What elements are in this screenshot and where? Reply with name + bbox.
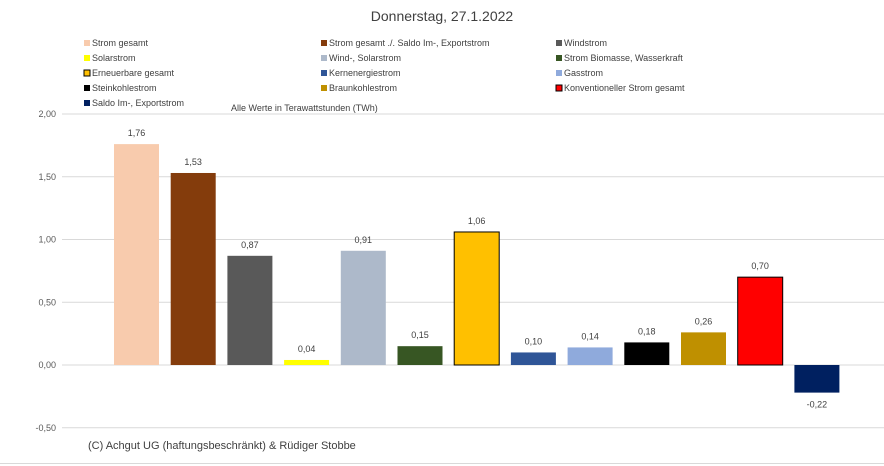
- data-label: 0,14: [581, 331, 599, 341]
- legend-label: Braunkohlestrom: [329, 83, 397, 93]
- data-label: 0,10: [525, 336, 543, 346]
- bar: [284, 359, 330, 365]
- legend-swatch: [556, 70, 562, 76]
- legend-swatch: [556, 55, 562, 61]
- legend-swatch: [321, 85, 327, 91]
- legend-label: Konventioneller Strom gesamt: [564, 83, 685, 93]
- data-label: 1,53: [184, 157, 202, 167]
- legend-label: Strom Biomasse, Wasserkraft: [564, 53, 683, 63]
- legend-label: Windstrom: [564, 38, 607, 48]
- bar: [340, 250, 386, 365]
- legend-label: Strom gesamt: [92, 38, 149, 48]
- data-label: 0,87: [241, 240, 259, 250]
- legend-label: Strom gesamt ./. Saldo Im-, Exportstrom: [329, 38, 490, 48]
- legend-swatch: [84, 40, 90, 46]
- legend-swatch: [84, 55, 90, 61]
- legend-label: Erneuerbare gesamt: [92, 68, 175, 78]
- bar: [567, 347, 613, 365]
- y-tick-label: 0,50: [38, 297, 56, 307]
- unit-note: Alle Werte in Terawattstunden (TWh): [231, 103, 378, 113]
- legend-label: Kernenergiestrom: [329, 68, 401, 78]
- legend-swatch: [321, 55, 327, 61]
- data-label: 0,70: [751, 261, 769, 271]
- bar: [624, 342, 670, 365]
- legend-label: Gasstrom: [564, 68, 603, 78]
- chart-title: Donnerstag, 27.1.2022: [371, 8, 514, 24]
- y-tick-label: 1,50: [38, 172, 56, 182]
- y-tick-label: -0,50: [35, 423, 56, 433]
- bar: [170, 172, 216, 365]
- bar: [681, 332, 726, 365]
- bar: [510, 352, 556, 365]
- data-label: 1,76: [128, 128, 146, 138]
- data-label: 0,91: [355, 235, 373, 245]
- data-label: 0,15: [411, 330, 429, 340]
- y-tick-label: 1,00: [38, 235, 56, 245]
- copyright-text: (C) Achgut UG (haftungsbeschränkt) & Rüd…: [88, 440, 356, 452]
- legend-label: Wind-, Solarstrom: [329, 53, 401, 63]
- legend-swatch: [555, 84, 563, 92]
- bar: [737, 276, 784, 366]
- legend-swatch: [84, 85, 90, 91]
- legend-swatch: [321, 70, 327, 76]
- legend-label: Steinkohlestrom: [92, 83, 157, 93]
- bar: [114, 144, 159, 365]
- y-tick-label: 2,00: [38, 109, 56, 119]
- data-label: 0,26: [695, 316, 713, 326]
- data-label: 0,04: [298, 344, 316, 354]
- data-label: 1,06: [468, 216, 486, 226]
- legend-swatch: [84, 100, 90, 106]
- bar: [794, 365, 840, 393]
- data-label: -0,22: [807, 400, 828, 410]
- bar: [227, 255, 273, 365]
- legend-swatch: [321, 40, 327, 46]
- y-tick-label: 0,00: [38, 360, 56, 370]
- legend-swatch: [556, 40, 562, 46]
- bar: [453, 231, 500, 366]
- data-label: 0,18: [638, 326, 656, 336]
- legend-label: Saldo Im-, Exportstrom: [92, 98, 184, 108]
- bar: [397, 346, 443, 365]
- legend-label: Solarstrom: [92, 53, 136, 63]
- legend-swatch: [83, 69, 91, 77]
